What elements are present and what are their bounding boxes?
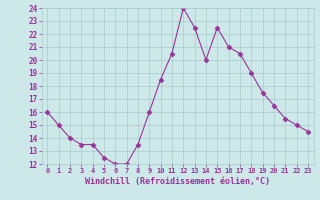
- X-axis label: Windchill (Refroidissement éolien,°C): Windchill (Refroidissement éolien,°C): [85, 177, 270, 186]
